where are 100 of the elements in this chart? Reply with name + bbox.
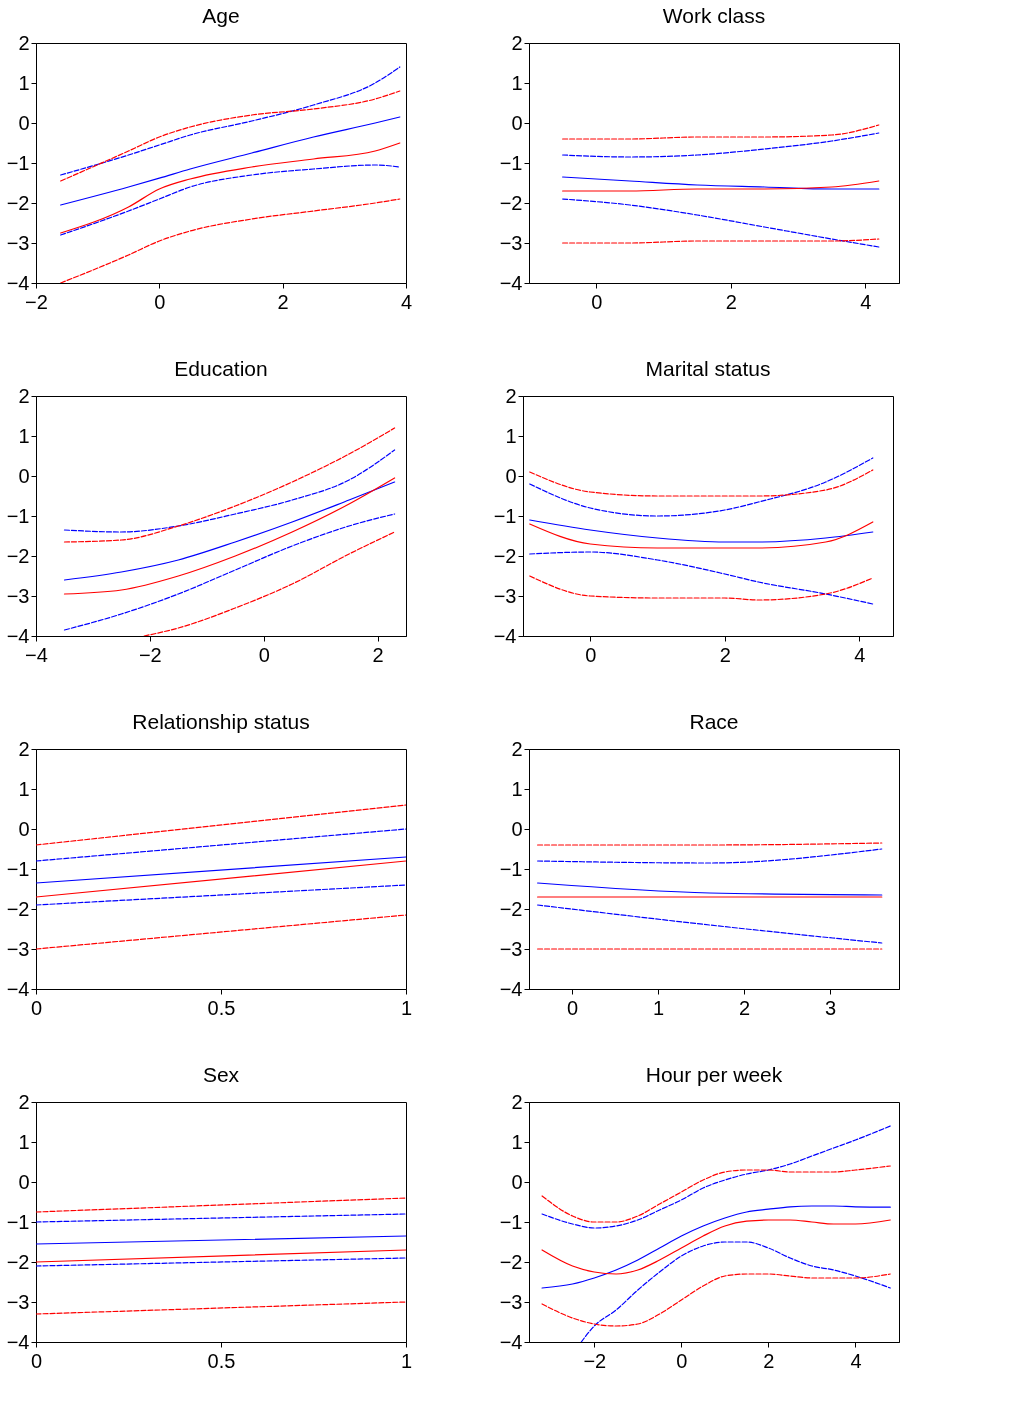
x-tick-label: 0 — [258, 643, 270, 666]
chart-title: Sex — [202, 1063, 240, 1086]
line-series — [529, 521, 874, 549]
x-tick-label: 0.5 — [207, 996, 236, 1019]
chart-title: Marital status — [645, 357, 771, 380]
x-tick-label: 3 — [825, 996, 837, 1019]
x-tick-label: 4 — [400, 290, 413, 313]
x-tick-label: 4 — [860, 290, 872, 313]
line-series — [562, 132, 880, 158]
y-tick-label: 0 — [511, 111, 523, 134]
y-tick-label: −2 — [6, 191, 30, 214]
y-tick-label: 1 — [511, 71, 523, 94]
x-tick-label: 2 — [277, 290, 289, 313]
x-tick-label: 0 — [676, 1349, 688, 1372]
y-tick-label: −1 — [6, 151, 30, 174]
y-tick-label: −2 — [6, 897, 30, 920]
y-tick-label: −1 — [499, 857, 523, 880]
line-series — [541, 1125, 891, 1229]
x-tick-label: 2 — [372, 643, 384, 666]
y-tick-label: 2 — [511, 31, 523, 54]
y-tick-label: −4 — [499, 977, 523, 1000]
y-tick-label: −4 — [6, 271, 30, 294]
y-tick-label: −2 — [6, 1250, 30, 1273]
y-tick-label: −4 — [6, 624, 30, 647]
line-series — [63, 481, 396, 581]
line-series — [60, 164, 401, 236]
chart-title: Age — [202, 4, 240, 27]
x-tick-label: 1 — [400, 996, 413, 1019]
x-tick-label: 2 — [719, 643, 731, 666]
x-tick-label: −2 — [583, 1349, 607, 1372]
y-tick-label: −3 — [6, 1290, 30, 1313]
line-series — [60, 198, 401, 283]
x-tick-label: 0 — [566, 996, 579, 1019]
y-tick-label: 2 — [18, 737, 30, 760]
y-tick-label: 1 — [18, 777, 30, 800]
y-tick-label: 2 — [18, 1090, 30, 1113]
y-tick-label: 2 — [505, 384, 517, 407]
x-tick-label: 4 — [850, 1349, 862, 1372]
y-tick-label: 2 — [511, 1090, 523, 1113]
y-tick-label: −2 — [499, 897, 523, 920]
line-series — [529, 575, 874, 601]
y-tick-label: −1 — [6, 857, 30, 880]
line-series — [60, 116, 401, 206]
y-tick-label: 1 — [18, 1130, 30, 1153]
line-series — [529, 519, 874, 543]
y-tick-label: 1 — [505, 424, 517, 447]
line-series — [541, 1273, 891, 1327]
y-tick-label: −2 — [499, 191, 523, 214]
line-series — [562, 180, 880, 192]
y-tick-label: −4 — [499, 271, 523, 294]
x-tick-label: 0 — [585, 643, 597, 666]
line-series — [541, 1219, 891, 1275]
chart-title: Hour per week — [645, 1063, 783, 1086]
line-series — [63, 513, 396, 631]
line-series — [529, 551, 874, 605]
y-tick-label: −3 — [493, 584, 517, 607]
y-tick-label: 2 — [18, 31, 30, 54]
y-tick-label: −4 — [499, 1330, 523, 1353]
line-series — [63, 477, 396, 595]
y-tick-label: 0 — [18, 111, 30, 134]
line-series — [580, 1241, 891, 1342]
y-tick-label: −3 — [6, 231, 30, 254]
line-series — [529, 457, 874, 517]
y-tick-label: −1 — [6, 504, 30, 527]
x-tick-label: 1 — [400, 1349, 413, 1372]
y-tick-label: 0 — [18, 464, 30, 487]
chart-title: Relationship status — [132, 710, 310, 733]
y-tick-label: 1 — [511, 1130, 523, 1153]
line-series — [60, 142, 401, 234]
line-series — [60, 66, 401, 176]
y-tick-label: 1 — [511, 777, 523, 800]
line-series — [562, 198, 880, 248]
y-tick-label: 0 — [18, 1170, 30, 1193]
line-series — [541, 1165, 891, 1223]
y-tick-label: −4 — [6, 977, 30, 1000]
chart-title: Race — [689, 710, 739, 733]
line-series — [541, 1205, 891, 1289]
y-tick-label: −1 — [499, 1210, 523, 1233]
line-series — [63, 427, 396, 543]
line-series — [60, 90, 401, 182]
x-tick-label: 1 — [653, 996, 665, 1019]
y-tick-label: −1 — [6, 1210, 30, 1233]
y-tick-label: −3 — [499, 937, 523, 960]
y-tick-label: −3 — [499, 1290, 523, 1313]
x-tick-label: 0 — [154, 290, 166, 313]
y-tick-label: −3 — [6, 584, 30, 607]
chart-title: Education — [174, 357, 268, 380]
y-tick-label: 0 — [511, 817, 523, 840]
y-tick-label: −2 — [493, 544, 517, 567]
x-tick-label: 0 — [591, 290, 603, 313]
y-tick-label: −2 — [499, 1250, 523, 1273]
x-tick-label: 2 — [739, 996, 751, 1019]
y-tick-label: 0 — [511, 1170, 523, 1193]
y-tick-label: −1 — [499, 151, 523, 174]
x-tick-label: 2 — [763, 1349, 775, 1372]
y-tick-label: −1 — [493, 504, 517, 527]
y-tick-label: −4 — [6, 1330, 30, 1353]
y-tick-label: 2 — [511, 737, 523, 760]
x-tick-label: 2 — [725, 290, 737, 313]
y-tick-label: −3 — [6, 937, 30, 960]
